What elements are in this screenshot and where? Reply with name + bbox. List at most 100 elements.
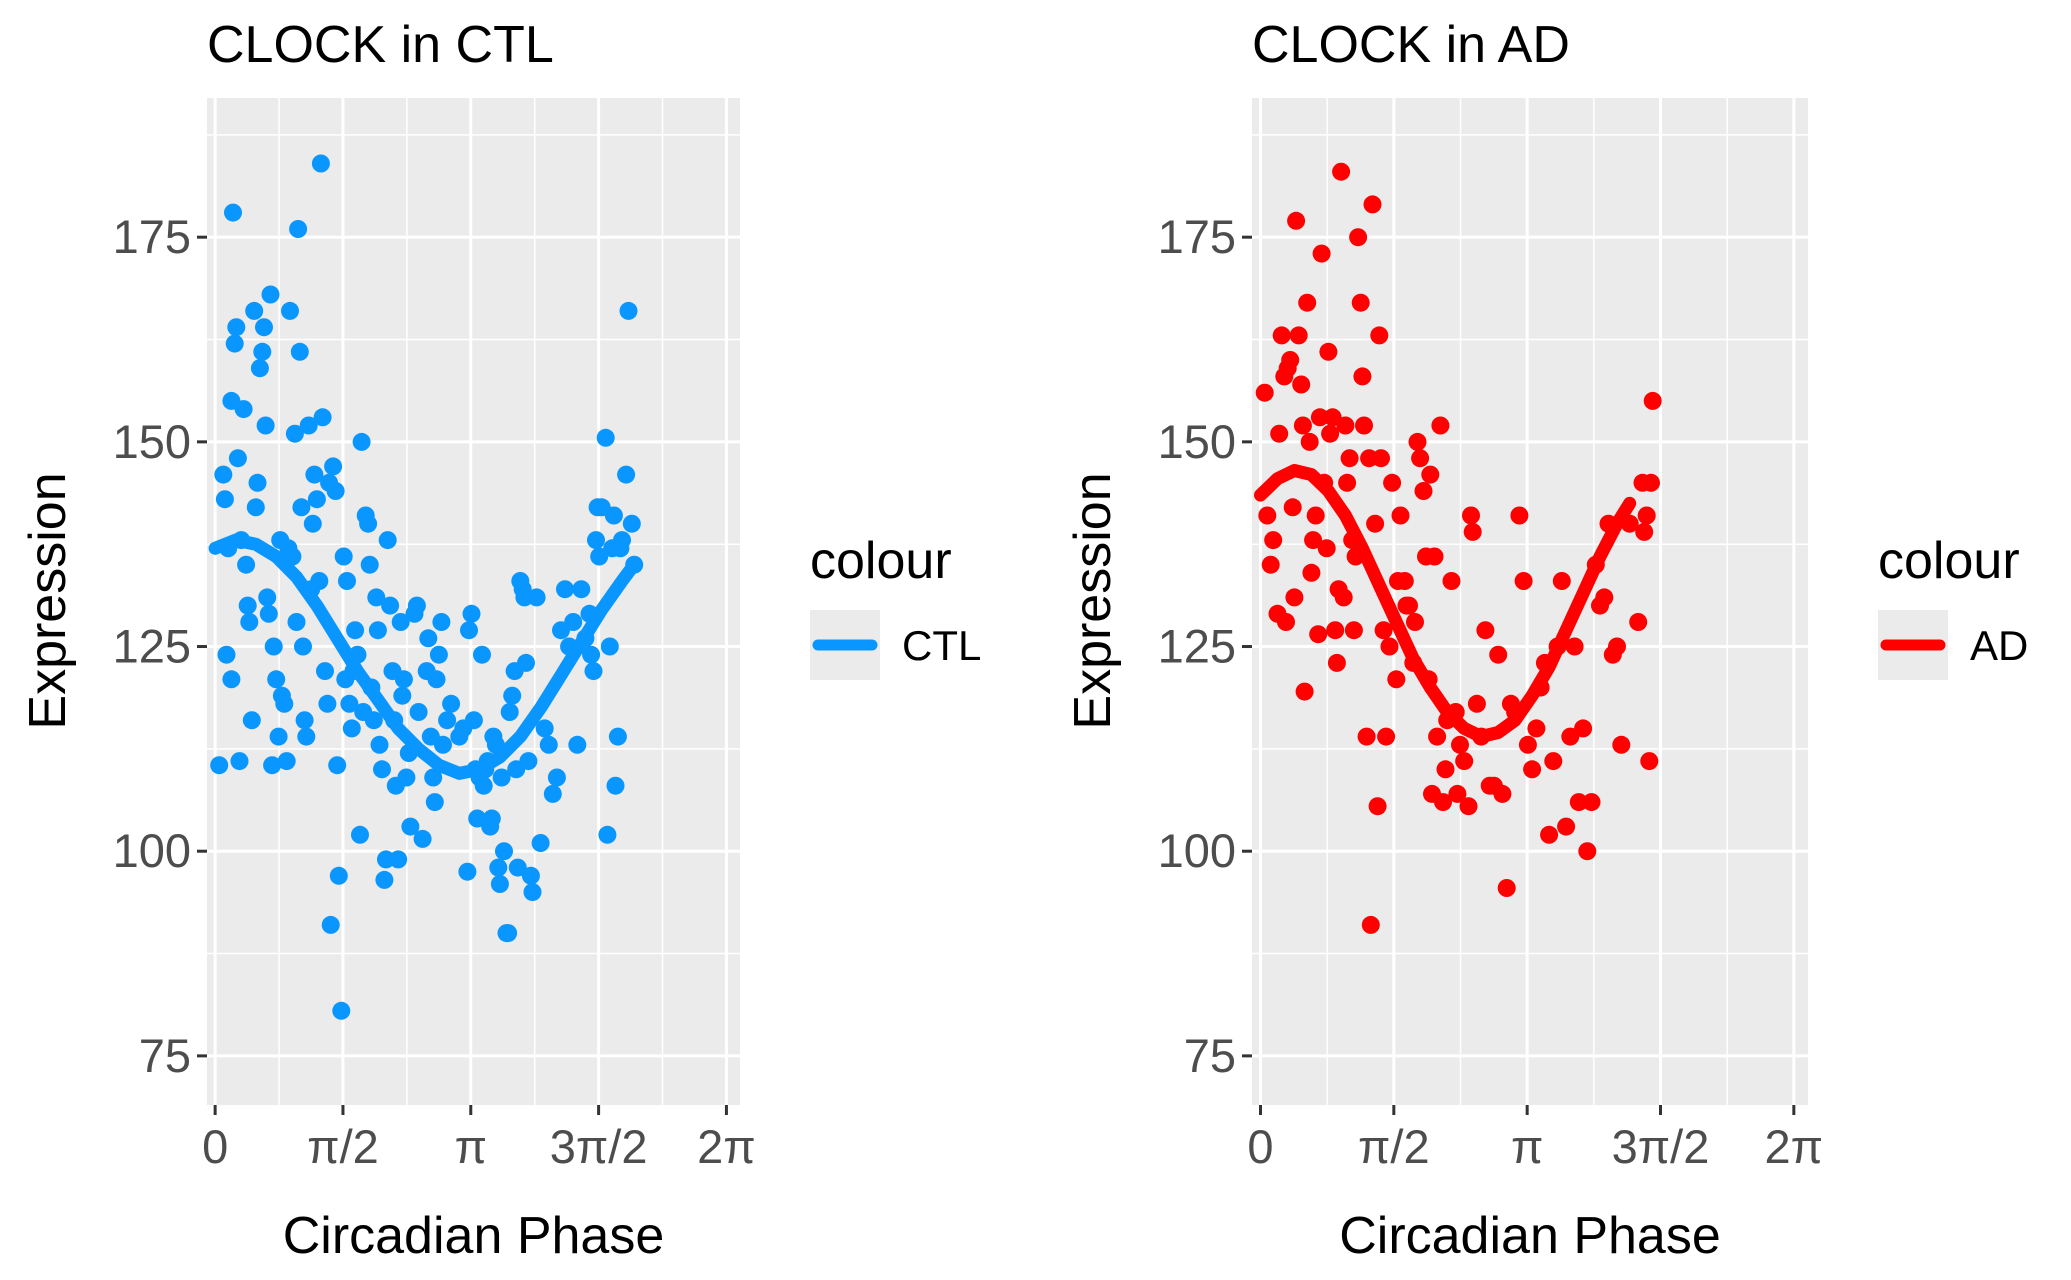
data-point xyxy=(425,793,444,812)
data-point xyxy=(222,670,241,689)
data-point xyxy=(1327,653,1346,672)
y-tick-label: 75 xyxy=(1184,1029,1236,1082)
data-point xyxy=(1514,572,1533,590)
data-point xyxy=(1400,596,1418,615)
data-point xyxy=(214,465,233,484)
data-point xyxy=(351,825,369,844)
data-point xyxy=(1366,514,1385,533)
data-point xyxy=(1289,326,1308,345)
data-point xyxy=(619,301,638,320)
data-point xyxy=(617,465,636,484)
data-point xyxy=(1467,694,1486,713)
data-point xyxy=(531,834,550,852)
data-point xyxy=(1434,793,1452,812)
x-tick-label: π/2 xyxy=(307,1120,379,1173)
data-point xyxy=(248,473,267,492)
data-point xyxy=(1411,449,1430,468)
data-point xyxy=(389,850,408,869)
data-point xyxy=(1310,408,1329,427)
data-point xyxy=(344,662,363,681)
data-point xyxy=(217,645,236,664)
data-point xyxy=(1272,326,1291,345)
data-point xyxy=(1565,637,1584,656)
data-point xyxy=(360,555,379,574)
data-point xyxy=(1261,555,1280,574)
data-point xyxy=(598,825,617,844)
data-point xyxy=(255,318,273,337)
data-point xyxy=(348,645,367,664)
data-point xyxy=(258,588,277,607)
gridlines xyxy=(207,98,740,1105)
data-point xyxy=(1489,645,1508,664)
data-point xyxy=(378,531,397,550)
data-point xyxy=(1295,682,1314,701)
data-point xyxy=(1264,531,1283,550)
data-point xyxy=(1283,498,1302,517)
gridlines xyxy=(1252,98,1808,1105)
data-point xyxy=(1523,760,1542,779)
data-point xyxy=(625,555,644,574)
x-tick-label: 0 xyxy=(202,1120,228,1173)
data-point xyxy=(401,817,420,836)
data-point xyxy=(246,498,265,517)
data-point xyxy=(1281,351,1300,369)
data-point xyxy=(228,449,247,468)
data-point xyxy=(269,727,288,746)
data-point xyxy=(486,735,505,754)
data-point xyxy=(263,756,282,775)
data-point xyxy=(321,915,340,934)
data-point xyxy=(1595,588,1614,607)
data-point xyxy=(432,613,451,631)
data-point xyxy=(1582,793,1601,812)
data-point xyxy=(1300,432,1319,451)
data-point xyxy=(238,596,257,615)
data-point xyxy=(210,756,229,775)
data-point xyxy=(556,580,574,599)
points-layer xyxy=(210,154,644,1020)
data-point xyxy=(564,613,583,631)
data-point xyxy=(1548,637,1567,656)
data-point xyxy=(1285,588,1304,607)
y-tick-label: 125 xyxy=(1158,620,1236,673)
chart-title: CLOCK in AD xyxy=(1252,16,1570,74)
data-point xyxy=(375,870,394,889)
data-point xyxy=(394,670,413,689)
y-axis-title: Expression xyxy=(19,472,77,729)
data-point xyxy=(1258,506,1277,525)
data-point xyxy=(521,866,540,885)
data-point xyxy=(1306,506,1325,525)
data-point xyxy=(1599,514,1618,533)
data-point xyxy=(399,744,418,762)
data-point xyxy=(1319,342,1338,361)
data-point xyxy=(310,572,329,590)
y-tick-label: 150 xyxy=(1158,415,1236,468)
data-point xyxy=(1292,375,1311,394)
data-point xyxy=(1552,572,1571,590)
data-point xyxy=(1476,621,1495,640)
data-point xyxy=(1346,547,1365,566)
data-point xyxy=(1332,162,1351,181)
data-point xyxy=(370,735,389,754)
data-point xyxy=(1535,653,1554,672)
data-point xyxy=(1493,784,1512,803)
data-point xyxy=(368,621,387,640)
data-point xyxy=(1309,625,1328,644)
data-point xyxy=(285,424,304,443)
data-point xyxy=(1380,637,1399,656)
data-point xyxy=(1455,752,1474,771)
data-point xyxy=(499,924,518,943)
data-point xyxy=(1293,416,1312,435)
legend: colour CTL xyxy=(810,532,981,680)
data-point xyxy=(1569,793,1588,812)
data-point xyxy=(342,719,361,738)
axis-ticks: 75 100 125 150 175 0 π/2 π 3π/2 2π xyxy=(113,210,756,1173)
data-point xyxy=(495,842,513,861)
data-point xyxy=(503,686,522,705)
data-point xyxy=(407,596,426,615)
data-point xyxy=(245,301,264,320)
data-point xyxy=(576,629,595,648)
data-point xyxy=(1531,678,1550,697)
data-point xyxy=(225,334,244,353)
data-point xyxy=(429,645,448,664)
